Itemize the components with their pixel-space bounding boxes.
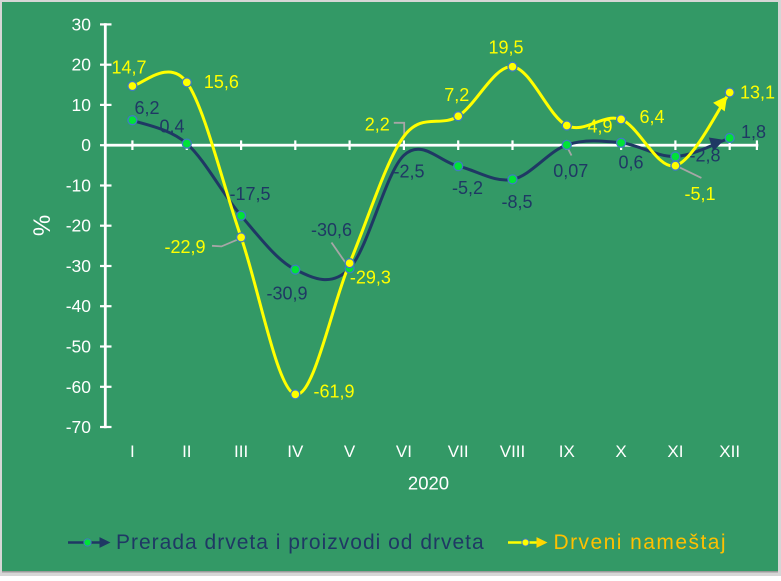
svg-text:-17,5: -17,5 [229, 184, 270, 204]
svg-text:-30,6: -30,6 [311, 220, 352, 240]
svg-text:4,9: 4,9 [587, 116, 612, 136]
svg-text:-30,9: -30,9 [266, 284, 307, 304]
svg-text:7,2: 7,2 [444, 85, 469, 105]
svg-text:2,2: 2,2 [365, 115, 390, 135]
svg-text:VII: VII [448, 442, 469, 461]
svg-text:-70: -70 [66, 417, 92, 437]
svg-text:Drveni nameštaj: Drveni nameštaj [554, 531, 727, 554]
svg-text:-8,5: -8,5 [501, 192, 532, 212]
svg-text:-10: -10 [66, 176, 92, 196]
svg-text:VIII: VIII [500, 442, 526, 461]
svg-text:V: V [344, 442, 356, 461]
svg-text:XII: XII [719, 442, 740, 461]
svg-text:X: X [615, 442, 626, 461]
svg-text:-2,5: -2,5 [393, 162, 424, 182]
svg-text:10: 10 [72, 95, 92, 115]
svg-text:1,8: 1,8 [741, 122, 766, 142]
svg-text:-20: -20 [66, 216, 92, 236]
svg-text:-2,8: -2,8 [689, 146, 720, 166]
svg-text:IV: IV [287, 442, 304, 461]
svg-text:-61,9: -61,9 [313, 382, 354, 402]
svg-text:II: II [182, 442, 191, 461]
svg-text:%: % [29, 215, 56, 236]
svg-text:30: 30 [72, 14, 92, 34]
svg-text:III: III [234, 442, 248, 461]
svg-text:XI: XI [667, 442, 683, 461]
svg-text:19,5: 19,5 [488, 37, 523, 57]
svg-text:-30: -30 [66, 256, 92, 276]
svg-text:13,1: 13,1 [740, 83, 775, 103]
svg-text:-50: -50 [66, 337, 92, 357]
svg-text:2020: 2020 [408, 473, 449, 494]
svg-text:14,7: 14,7 [111, 58, 146, 78]
svg-text:-60: -60 [66, 377, 92, 397]
svg-text:I: I [130, 442, 135, 461]
svg-text:-5,2: -5,2 [452, 178, 483, 198]
svg-text:0: 0 [81, 135, 91, 155]
svg-text:IX: IX [559, 442, 575, 461]
svg-text:6,4: 6,4 [639, 107, 664, 127]
svg-text:-22,9: -22,9 [164, 237, 205, 257]
svg-text:15,6: 15,6 [204, 72, 239, 92]
svg-text:0,6: 0,6 [618, 153, 643, 173]
svg-text:6,2: 6,2 [134, 98, 159, 118]
svg-text:-40: -40 [66, 296, 92, 316]
svg-text:0,07: 0,07 [553, 161, 588, 181]
svg-text:-5,1: -5,1 [684, 184, 715, 204]
svg-text:20: 20 [72, 55, 92, 75]
svg-text:Prerada drveta i proizvodi od: Prerada drveta i proizvodi od drveta [116, 531, 485, 554]
svg-text:0,4: 0,4 [159, 116, 184, 136]
svg-text:VI: VI [396, 442, 412, 461]
svg-text:-29,3: -29,3 [350, 268, 391, 288]
